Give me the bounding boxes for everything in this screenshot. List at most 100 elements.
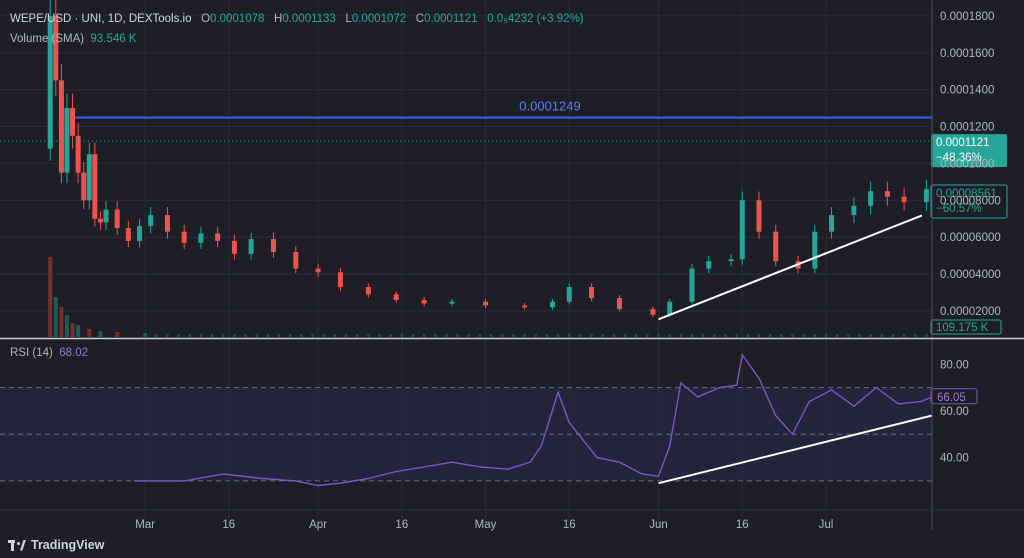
volume-bar xyxy=(422,334,426,337)
volume-bar xyxy=(579,334,582,337)
time-tick-label: Mar xyxy=(135,519,155,531)
volume-bar xyxy=(188,334,191,337)
candle-body xyxy=(148,215,154,227)
price-tick-label: 0.0001000 xyxy=(940,158,994,170)
last-price-badge: 0.0001121 −48.36% xyxy=(931,134,1007,168)
low-value: 0.0001072 xyxy=(351,13,407,25)
volume-bar xyxy=(222,334,225,337)
volume-bar xyxy=(635,334,638,337)
volume-bar xyxy=(590,334,593,337)
price-tick-label: 0.00006000 xyxy=(940,232,1001,244)
volume-bar xyxy=(210,334,214,337)
candle-body xyxy=(164,215,170,232)
close-label: C xyxy=(415,13,425,25)
volume-bar xyxy=(791,334,794,337)
candle-body xyxy=(773,231,779,262)
rsi-badge-bg xyxy=(930,388,978,405)
volume-bar xyxy=(768,334,772,337)
rsi-badge-text: 66.05 xyxy=(937,392,966,404)
volume-bar xyxy=(456,334,459,337)
volume-bar xyxy=(70,323,75,337)
volume-badge: 109.175 K xyxy=(930,319,1002,335)
volume-bar xyxy=(255,334,258,337)
volume-bar xyxy=(523,334,526,337)
volume-bar xyxy=(713,334,716,337)
candle-body xyxy=(64,108,70,173)
volume-bar xyxy=(824,334,828,337)
volume-bar xyxy=(277,334,281,337)
volume-bar xyxy=(199,334,203,337)
volume-label[interactable]: Volume (SMA) xyxy=(10,33,85,45)
time-tick-label: May xyxy=(475,519,497,531)
volume-bar xyxy=(400,334,404,337)
axis-labels: Mar 16 Apr 16 May 16 Jun 16 Jul 0.00002000 0.00004… xyxy=(135,11,1001,531)
rsi-tick-label: 40.00 xyxy=(940,453,969,465)
volume-bar xyxy=(646,334,649,337)
price-tick-label: 0.0001400 xyxy=(940,85,994,97)
volume-bar xyxy=(467,334,470,337)
volume-bar xyxy=(501,334,504,337)
volume-bar xyxy=(545,334,549,337)
volume-bar xyxy=(98,331,103,337)
price-trendline xyxy=(658,214,923,321)
candle-body xyxy=(689,268,695,302)
volume-bar xyxy=(746,334,750,337)
open-label: O xyxy=(201,13,211,25)
symbol-label[interactable]: WEPE/USD · UNI, 1D, DEXTools.io xyxy=(10,13,192,25)
candle-body xyxy=(884,191,890,197)
rsi-value-badge: 66.05 xyxy=(930,388,978,405)
candle-body xyxy=(365,287,371,295)
volume-value: 93.546 K xyxy=(90,33,137,45)
candle-body xyxy=(58,80,64,173)
volume-bar xyxy=(434,334,437,337)
price-tick-label: 0.0001600 xyxy=(940,48,994,60)
candle-body xyxy=(270,239,276,252)
secondary-price-badge-text: 0.00008561 xyxy=(936,188,997,200)
volume-bar xyxy=(601,334,604,337)
volume-bar xyxy=(657,334,660,337)
time-tick-label: 16 xyxy=(736,519,749,531)
tradingview-logo[interactable]: TradingView xyxy=(8,538,104,552)
candle-body xyxy=(81,172,87,201)
candle-body xyxy=(393,294,399,300)
time-tick-label: 16 xyxy=(395,519,408,531)
candle-body xyxy=(421,299,427,304)
volume-bar xyxy=(568,334,571,337)
volume-bar xyxy=(177,334,180,337)
volume-bar xyxy=(87,329,92,337)
volume-bar xyxy=(902,334,906,337)
volume-bar xyxy=(76,325,81,337)
candle-body xyxy=(293,251,299,269)
candle-body xyxy=(125,227,131,241)
volume-bars xyxy=(48,257,928,337)
volume-bar xyxy=(59,307,64,337)
volume-bar xyxy=(757,334,761,337)
horizontal-level-label: 0.0001249 xyxy=(519,98,580,113)
price-tick-label: 0.0001800 xyxy=(940,11,994,23)
volume-bar xyxy=(813,334,817,337)
candle-body xyxy=(739,200,745,260)
volume-bar xyxy=(735,334,738,337)
volume-bar xyxy=(802,334,805,337)
volume-bar xyxy=(835,334,839,337)
candle-body xyxy=(616,298,622,310)
secondary-price-badge-bg xyxy=(930,184,1008,219)
volume-bar xyxy=(64,315,69,337)
candle-body xyxy=(706,261,712,269)
volume-bar xyxy=(489,334,493,337)
volume-bar xyxy=(311,334,314,337)
rsi-legend: RSI (14) 68.02 xyxy=(10,347,88,359)
volume-bar xyxy=(322,334,325,337)
candle-body xyxy=(923,189,929,203)
volume-bar xyxy=(155,334,158,337)
chart-grid xyxy=(0,0,932,530)
volume-bar xyxy=(478,334,482,337)
rsi-label[interactable]: RSI (14) xyxy=(10,347,53,359)
chart-overlays: 0.0001249 0.0001121 −48.36% 0.00008561 −60.5… xyxy=(0,98,1008,335)
candle-body xyxy=(248,239,254,254)
candle-body xyxy=(231,240,237,254)
candle-body xyxy=(728,259,734,262)
volume-bar xyxy=(445,334,448,337)
volume-bar xyxy=(914,334,917,337)
